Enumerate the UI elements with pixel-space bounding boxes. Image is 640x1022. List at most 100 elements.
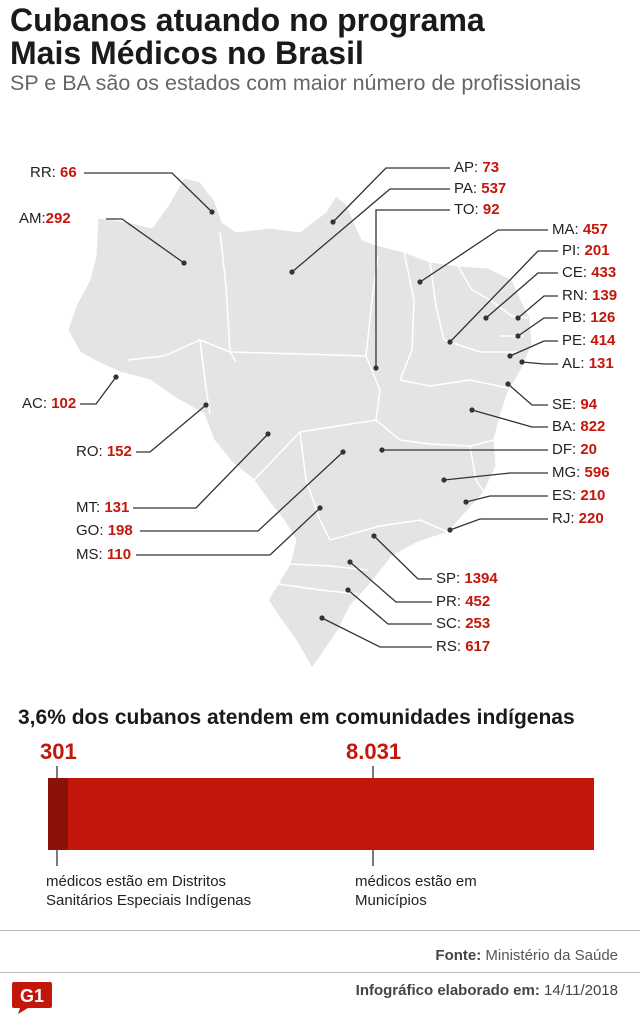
- state-value: 457: [582, 221, 608, 238]
- state-label-AL: AL: 131: [562, 355, 614, 373]
- state-value: 201: [584, 242, 610, 259]
- leader-line-MG: [443, 472, 548, 481]
- leader-line-AL: [521, 361, 558, 365]
- state-value: 292: [45, 210, 71, 227]
- leader-line-RO: [136, 404, 207, 453]
- municipalities-note: médicos estão em Municípios: [355, 872, 477, 910]
- state-label-DF: DF: 20: [552, 441, 597, 459]
- state-label-CE: CE: 433: [562, 264, 616, 282]
- state-value: 1394: [464, 570, 498, 587]
- dot-TO: [373, 365, 379, 371]
- border-line: [365, 355, 381, 421]
- credit: Infográfico elaborado em: 14/11/2018: [356, 982, 618, 999]
- leader-line-GO: [140, 451, 344, 532]
- state-value: 131: [104, 499, 130, 516]
- state-code: RR:: [30, 164, 56, 181]
- subtitle: SP e BA são os estados com maior número …: [10, 71, 581, 95]
- leader-line-PA: [291, 188, 450, 273]
- leader-line-TO: [375, 209, 450, 368]
- state-label-MA: MA: 457: [552, 221, 608, 239]
- state-label-RJ: RJ: 220: [552, 510, 604, 528]
- dot-RO: [203, 402, 209, 408]
- border-line: [457, 265, 491, 301]
- dot-MS: [317, 505, 323, 511]
- state-code: MS:: [76, 546, 103, 563]
- dot-AM: [181, 260, 187, 266]
- state-code: SC:: [436, 615, 462, 632]
- page-title: Cubanos atuando no programa Mais Médicos…: [10, 4, 630, 70]
- dsei-note-line-1: médicos estão em Distritos: [46, 873, 227, 890]
- dot-MA: [417, 279, 423, 285]
- source-label: Fonte:: [435, 947, 482, 964]
- dot-RR: [209, 209, 215, 215]
- brazil-map: [67, 167, 558, 669]
- state-code: ES:: [552, 487, 577, 504]
- leader-line-RS: [321, 617, 432, 648]
- state-value: 414: [590, 332, 616, 349]
- dot-PE: [507, 353, 513, 359]
- state-label-TO: TO: 92: [454, 201, 500, 219]
- state-label-PA: PA: 537: [454, 180, 506, 198]
- state-value: 131: [588, 355, 614, 372]
- state-code: CE:: [562, 264, 588, 281]
- state-value: 20: [580, 441, 598, 458]
- state-code: MT:: [76, 499, 101, 516]
- state-code: AP:: [454, 159, 479, 176]
- dot-MT: [265, 431, 271, 437]
- state-label-GO: GO: 198: [76, 522, 133, 540]
- dsei-value: 301: [40, 739, 77, 764]
- state-label-AP: AP: 73: [454, 159, 499, 177]
- state-value: 617: [465, 638, 491, 655]
- leader-line-ES: [465, 495, 548, 503]
- callout-lines: [80, 167, 558, 648]
- divider: [0, 972, 640, 973]
- state-code: BA:: [552, 418, 577, 435]
- state-label-PE: PE: 414: [562, 332, 615, 350]
- state-value: 220: [578, 510, 604, 527]
- border-line: [443, 339, 518, 353]
- state-label-BA: BA: 822: [552, 418, 605, 436]
- state-code: SE:: [552, 396, 577, 413]
- dot-SP: [371, 533, 377, 539]
- state-label-PR: PR: 452: [436, 593, 490, 611]
- leader-line-MA: [419, 229, 548, 283]
- state-code: TO:: [454, 201, 479, 218]
- leader-line-AC: [80, 376, 117, 405]
- state-label-ES: ES: 210: [552, 487, 605, 505]
- leader-line-RR: [84, 172, 213, 213]
- leader-line-SC: [347, 589, 432, 625]
- border-line: [277, 583, 359, 595]
- state-value: 139: [592, 287, 618, 304]
- dot-PR: [347, 559, 353, 565]
- callout-dots: [113, 209, 525, 621]
- state-value: 253: [465, 615, 491, 632]
- dsei-note-line-2: Sanitários Especiais Indígenas: [46, 892, 252, 909]
- border-line: [299, 431, 331, 541]
- dot-RS: [319, 615, 325, 621]
- credit-date: 14/11/2018: [544, 982, 618, 999]
- border-line: [229, 351, 367, 357]
- state-code: RO:: [76, 443, 103, 460]
- dot-AP: [330, 219, 336, 225]
- leader-line-CE: [485, 272, 558, 319]
- brazil-silhouette: [67, 177, 533, 669]
- leader-line-AP: [332, 167, 450, 223]
- title-line-2: Mais Médicos no Brasil: [10, 35, 364, 71]
- state-label-AC: AC: 102: [22, 395, 76, 413]
- state-code: AC:: [22, 395, 48, 412]
- state-code: RN:: [562, 287, 588, 304]
- state-label-RN: RN: 139: [562, 287, 617, 305]
- state-value: 94: [580, 396, 598, 413]
- border-line: [399, 251, 415, 381]
- state-code: DF:: [552, 441, 577, 458]
- divider: [0, 930, 640, 931]
- dot-PB: [515, 333, 521, 339]
- state-code: MA:: [552, 221, 579, 238]
- dot-GO: [340, 449, 346, 455]
- dsei-bar-segment: [48, 778, 68, 850]
- leader-line-BA: [471, 409, 548, 428]
- leader-line-MT: [133, 433, 269, 509]
- state-code: SP:: [436, 570, 461, 587]
- indigenous-ticks: [56, 766, 374, 866]
- dot-PA: [289, 269, 295, 275]
